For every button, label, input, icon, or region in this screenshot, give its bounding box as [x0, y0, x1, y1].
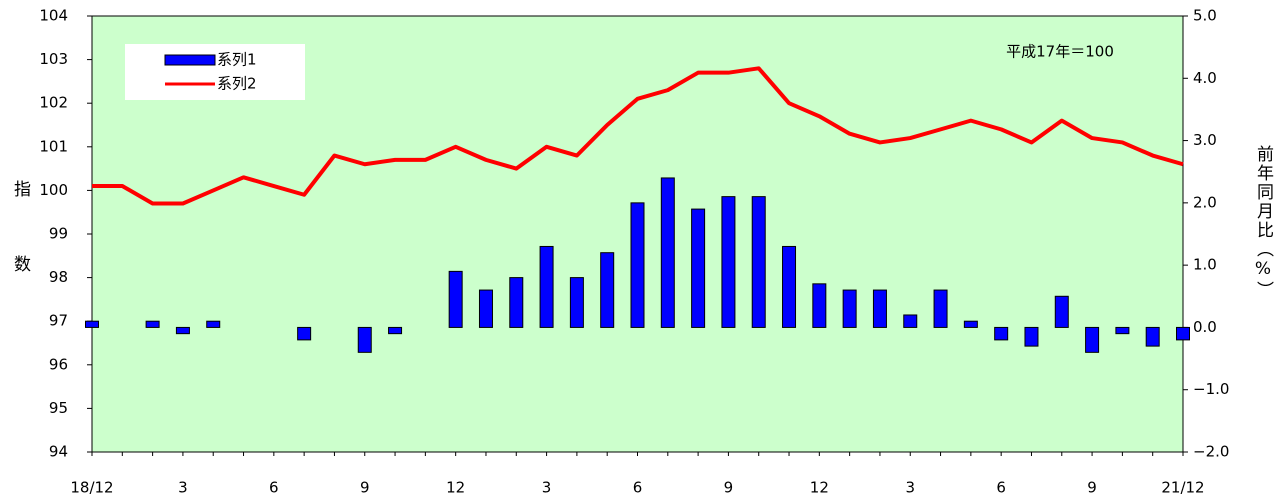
- bar: [600, 252, 615, 328]
- bar: [660, 177, 675, 328]
- y-tick-label: 97: [49, 312, 68, 330]
- x-tick-label: 3: [178, 479, 188, 497]
- bar: [751, 196, 766, 328]
- y2-tick-label: −1.0: [1193, 380, 1229, 398]
- bar: [539, 245, 554, 328]
- bar: [388, 326, 403, 335]
- bar: [872, 289, 887, 328]
- y-tick-label: 96: [49, 355, 68, 373]
- x-tick-label: 9: [360, 479, 370, 497]
- legend: [125, 44, 305, 100]
- y-tick-label: 102: [39, 94, 68, 112]
- bar: [1085, 326, 1100, 353]
- y-tick-label: 103: [39, 50, 68, 68]
- y-tick-label: 98: [49, 268, 68, 286]
- bar: [569, 277, 584, 328]
- bar: [963, 320, 978, 328]
- bar: [842, 289, 857, 328]
- bar: [509, 277, 524, 328]
- y2-tick-label: 4.0: [1193, 69, 1217, 87]
- y-tick-label: 104: [39, 7, 68, 25]
- x-tick-label: 12: [446, 479, 465, 497]
- bar: [1024, 326, 1039, 347]
- bar: [1054, 295, 1069, 328]
- y-tick-label: 95: [49, 399, 68, 417]
- y-tick-label: 94: [49, 443, 68, 461]
- bar: [630, 202, 645, 328]
- bar: [691, 208, 706, 328]
- x-tick-label: 21/12: [1161, 479, 1204, 497]
- line: [92, 66, 1184, 206]
- x-tick-label: 9: [724, 479, 734, 497]
- legend-swatch: [164, 54, 216, 66]
- y2-tick-label: 3.0: [1193, 131, 1217, 149]
- bar: [903, 314, 918, 328]
- bar: [782, 245, 797, 328]
- bar: [357, 326, 372, 353]
- bar: [1176, 326, 1190, 341]
- legend-label: 系列2: [217, 75, 257, 93]
- y-tick-label: 101: [39, 137, 68, 155]
- x-tick-label: 6: [633, 479, 643, 497]
- y2-tick-label: −2.0: [1193, 443, 1229, 461]
- bar: [297, 326, 312, 341]
- y-tick-label: 99: [49, 225, 68, 243]
- bar: [448, 270, 463, 328]
- bar: [1145, 326, 1160, 347]
- x-tick-label: 9: [1087, 479, 1097, 497]
- x-tick-label: 6: [269, 479, 279, 497]
- bar: [478, 289, 493, 328]
- bar: [933, 289, 948, 328]
- bar: [1115, 326, 1130, 335]
- y2-tick-label: 2.0: [1193, 193, 1217, 211]
- x-tick-label: 12: [810, 479, 829, 497]
- y2-axis-label: 前年同月比（%）: [1253, 145, 1274, 300]
- y2-tick-label: 1.0: [1193, 256, 1217, 274]
- x-tick-label: 18/12: [70, 479, 113, 497]
- y2-tick-label: 5.0: [1193, 7, 1217, 25]
- bar: [85, 320, 99, 328]
- bar: [994, 326, 1009, 341]
- x-tick-label: 6: [996, 479, 1006, 497]
- y-axis-label: 指数: [10, 180, 31, 330]
- y2-tick-label: 0.0: [1193, 318, 1217, 336]
- x-tick-label: 3: [905, 479, 915, 497]
- x-tick-label: 3: [542, 479, 552, 497]
- legend-label: 系列1: [217, 51, 257, 69]
- bar: [721, 196, 736, 328]
- bar: [206, 320, 221, 328]
- annotation: 平成17年＝100: [1006, 43, 1114, 61]
- bar: [145, 320, 160, 328]
- bar: [175, 326, 190, 335]
- bar: [812, 283, 827, 328]
- y-tick-label: 100: [39, 181, 68, 199]
